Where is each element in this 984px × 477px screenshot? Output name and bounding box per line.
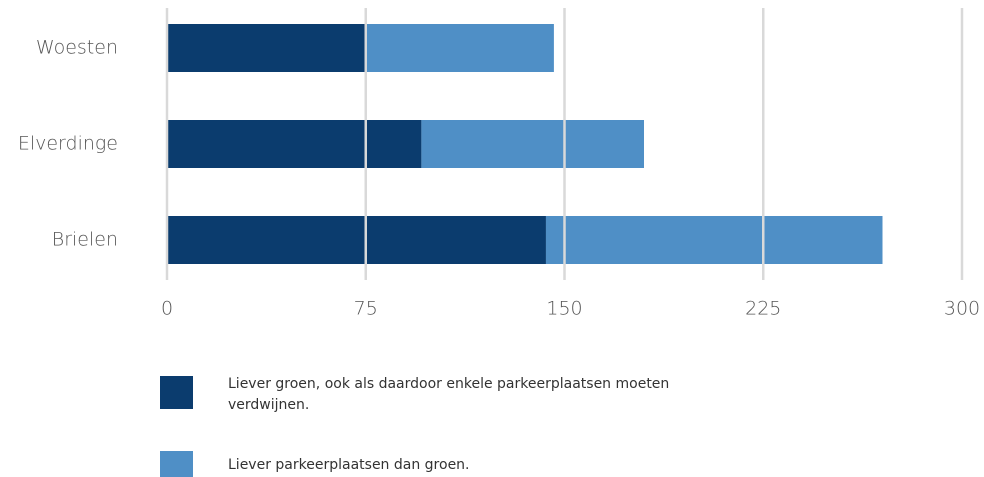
legend-label: Liever groen, ook als daardoor enkele pa… [228,376,670,413]
bar-segment [421,120,644,168]
bar-segment [167,216,546,264]
y-tick-label: Brielen [52,229,118,251]
legend-swatch [160,376,193,409]
y-tick-label: Woesten [36,37,118,59]
legend-item: Liever groen, ook als daardoor enkele pa… [160,376,698,416]
x-tick-label: 0 [161,298,173,320]
x-tick-label: 225 [745,298,781,320]
bar-segment [167,24,366,72]
chart: Woesten Elverdinge Brielen 0 75 150 225 300 [18,8,980,320]
legend-item: Liever parkeerplaatsen dan groen. [160,451,698,477]
bar-segment [365,24,554,72]
bar-segment [167,120,422,168]
legend-swatch [160,451,193,477]
x-tick-label: 150 [546,298,582,320]
y-tick-label: Elverdinge [18,133,118,155]
x-tick-label: 75 [354,298,378,320]
bar-segment [545,216,883,264]
legend-label: Liever parkeerplaatsen dan groen. [228,457,470,473]
x-tick-label: 300 [944,298,980,320]
